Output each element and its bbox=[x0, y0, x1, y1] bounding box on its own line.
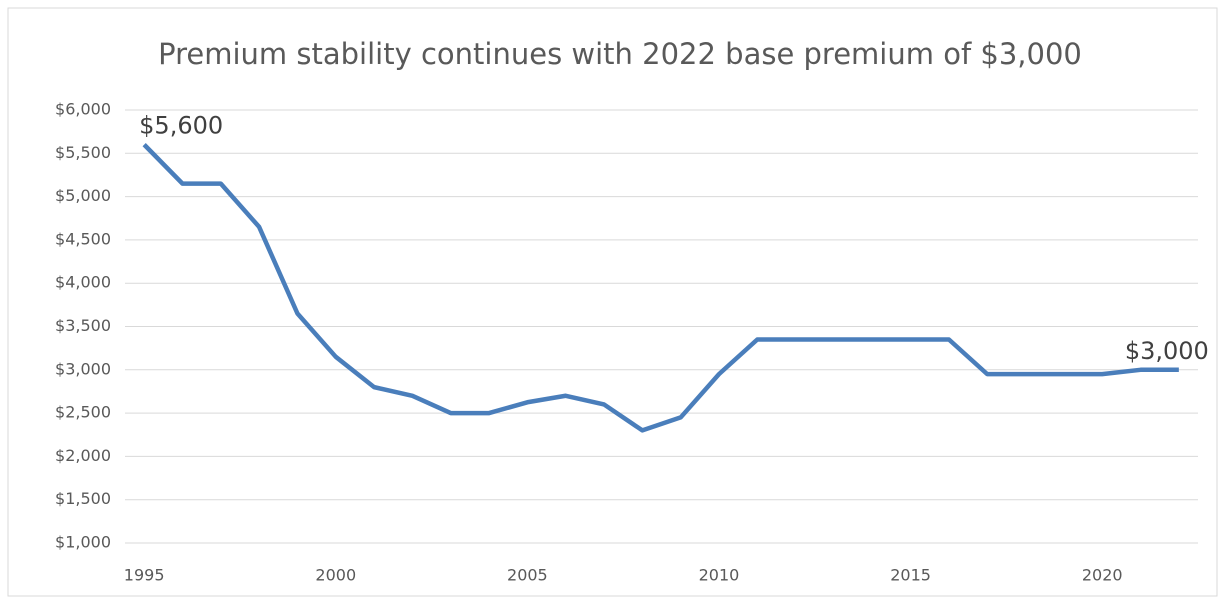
y-tick-label: $1,500 bbox=[55, 489, 111, 508]
x-tick-label: 2015 bbox=[890, 566, 931, 585]
line-series bbox=[142, 143, 1179, 433]
y-tick-label: $4,000 bbox=[55, 273, 111, 292]
y-tick-label: $4,500 bbox=[55, 229, 111, 248]
chart-border bbox=[7, 7, 1218, 597]
x-tick-label: 1995 bbox=[124, 566, 165, 585]
data-label: $5,600 bbox=[139, 112, 223, 140]
x-tick-label: 2000 bbox=[315, 566, 356, 585]
y-tick-label: $5,500 bbox=[55, 143, 111, 162]
x-tick-label: 2005 bbox=[507, 566, 548, 585]
y-tick-label: $3,500 bbox=[55, 316, 111, 335]
y-tick-label: $5,000 bbox=[55, 186, 111, 205]
x-tick-label: 2020 bbox=[1082, 566, 1123, 585]
y-tick-label: $3,000 bbox=[55, 359, 111, 378]
y-tick-label: $2,000 bbox=[55, 446, 111, 465]
y-tick-label: $1,000 bbox=[55, 533, 111, 552]
y-tick-label: $2,500 bbox=[55, 403, 111, 422]
data-label: $3,000 bbox=[1125, 337, 1209, 365]
x-tick-label: 2010 bbox=[699, 566, 740, 585]
y-tick-label: $6,000 bbox=[55, 100, 111, 119]
chart-title: Premium stability continues with 2022 ba… bbox=[158, 37, 1082, 71]
